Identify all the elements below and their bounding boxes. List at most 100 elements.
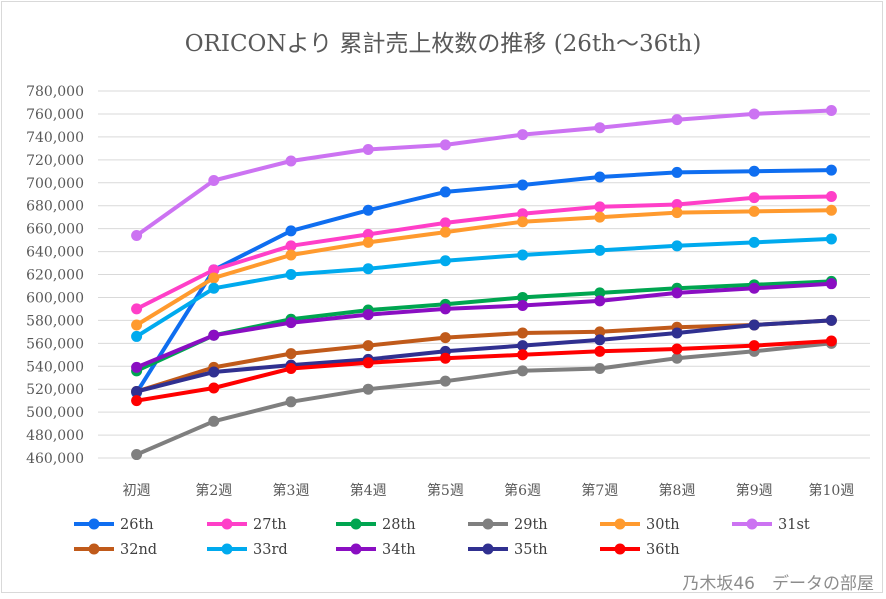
legend-marker — [88, 543, 100, 555]
legend-item-27th: 27th — [207, 517, 287, 533]
data-point — [131, 319, 143, 331]
y-axis: 460,000 480,000 500,000 520,000 540,000 560,0… — [26, 84, 84, 467]
data-point — [825, 233, 837, 245]
data-point — [671, 207, 683, 219]
series-33rd — [131, 233, 837, 342]
legend-item-36th: 36th — [600, 542, 680, 558]
series-34th — [131, 278, 837, 373]
x-tick-label: 第10週 — [808, 482, 854, 499]
legend-marker — [482, 518, 494, 530]
legend-label: 26th — [120, 517, 154, 533]
data-point — [362, 309, 374, 321]
data-point — [517, 365, 529, 377]
data-point — [594, 211, 606, 223]
legend-item-30th: 30th — [600, 517, 680, 533]
data-point — [517, 291, 529, 303]
data-point — [285, 225, 297, 237]
legend-item-28th: 28th — [336, 517, 416, 533]
series-30th — [131, 204, 837, 331]
data-point — [748, 319, 760, 331]
legend-label: 31st — [778, 517, 810, 533]
data-point — [594, 295, 606, 307]
data-point — [594, 171, 606, 183]
series-line-31st — [134, 108, 834, 238]
data-point — [671, 114, 683, 126]
y-tick-label: 540,000 — [26, 359, 84, 375]
data-point — [517, 216, 529, 228]
data-point — [439, 139, 451, 151]
data-point — [131, 449, 143, 461]
series-31st — [131, 104, 837, 242]
data-point — [208, 366, 220, 378]
series-line-26th — [134, 168, 834, 395]
x-tick-label: 第6週 — [504, 482, 541, 499]
data-point — [671, 287, 683, 299]
series-26th — [131, 164, 837, 399]
y-tick-label: 680,000 — [26, 199, 84, 215]
data-point — [517, 299, 529, 311]
data-point — [439, 255, 451, 267]
data-point — [671, 343, 683, 355]
data-point — [208, 282, 220, 294]
data-point — [439, 186, 451, 198]
series-line-35th — [134, 318, 834, 394]
series-line-36th — [134, 339, 834, 403]
legend-marker — [482, 543, 494, 555]
data-point — [362, 204, 374, 216]
legend-label: 28th — [382, 517, 416, 533]
y-tick-label: 780,000 — [26, 84, 84, 100]
data-point — [362, 357, 374, 369]
series-line-34th — [134, 281, 834, 370]
data-point — [439, 217, 451, 229]
data-point — [594, 363, 606, 375]
y-tick-label: 520,000 — [26, 382, 84, 398]
data-point — [825, 335, 837, 347]
y-tick-label: 740,000 — [26, 130, 84, 146]
data-point — [285, 348, 297, 360]
legend-item-35th: 35th — [468, 542, 548, 558]
x-tick-label: 第9週 — [736, 482, 773, 499]
data-point — [671, 327, 683, 339]
data-point — [362, 383, 374, 395]
legend-label: 33rd — [253, 542, 288, 558]
legend-label: 30th — [646, 517, 680, 533]
data-point — [208, 382, 220, 394]
series-line-29th — [134, 341, 834, 457]
data-point — [208, 264, 220, 276]
y-tick-label: 640,000 — [26, 245, 84, 261]
data-point — [825, 191, 837, 203]
data-point — [131, 361, 143, 373]
legend-marker — [88, 518, 100, 530]
data-point — [825, 314, 837, 326]
x-tick-label: 第5週 — [427, 482, 464, 499]
data-point — [748, 282, 760, 294]
data-point — [131, 330, 143, 342]
watermark: 乃木坂46 データの部屋 — [682, 574, 874, 594]
legend-item-33rd: 33rd — [207, 542, 288, 558]
series-36th — [131, 335, 837, 407]
series-32nd — [131, 314, 837, 397]
data-point — [517, 327, 529, 339]
data-point — [285, 363, 297, 375]
legend-item-31st: 31st — [732, 517, 810, 533]
y-tick-label: 700,000 — [26, 176, 84, 192]
legend-item-32nd: 32nd — [74, 542, 157, 558]
x-tick-label: 第7週 — [581, 482, 618, 499]
data-point — [517, 249, 529, 261]
x-axis: 初週 第2週 第3週 第4週 第5週 第6週 第7週 第8週 第9週 第10週 — [123, 482, 855, 499]
y-tick-label: 720,000 — [26, 153, 84, 169]
data-point — [594, 345, 606, 357]
legend-marker — [221, 518, 233, 530]
data-point — [517, 340, 529, 352]
data-point — [439, 332, 451, 344]
data-point — [517, 179, 529, 191]
x-tick-label: 第3週 — [273, 482, 310, 499]
data-point — [131, 230, 143, 242]
data-point — [131, 395, 143, 407]
data-point — [208, 174, 220, 186]
data-point — [748, 108, 760, 120]
data-point — [748, 236, 760, 248]
legend-marker — [614, 518, 626, 530]
data-point — [517, 349, 529, 361]
